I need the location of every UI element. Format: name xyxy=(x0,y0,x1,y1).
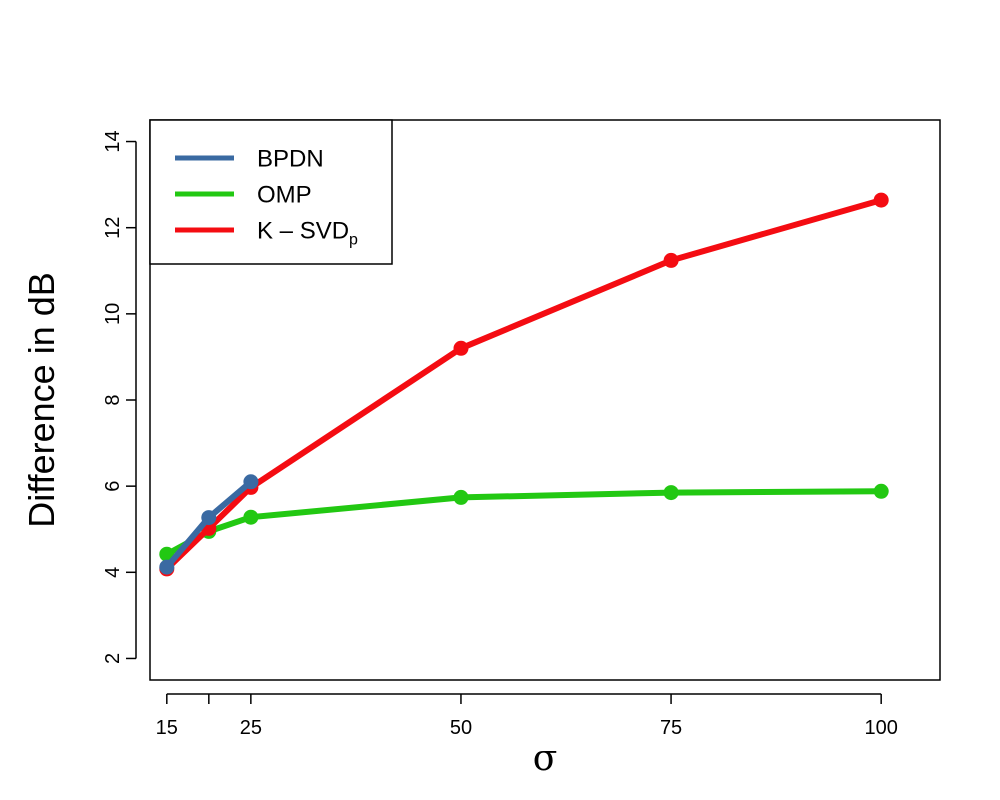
legend-label-omp: OMP xyxy=(257,181,312,208)
legend-label-subscript: p xyxy=(349,231,358,248)
y-tick-label: 10 xyxy=(102,303,124,325)
legend: BPDN OMP K – SVDp xyxy=(149,119,393,265)
series-line-k-svd xyxy=(163,197,885,572)
legend-label-bpdn: BPDN xyxy=(257,145,324,172)
data-point-k-svd xyxy=(873,192,889,208)
y-tick-label: 14 xyxy=(102,130,124,152)
x-axis: 15 25 50 75 100 xyxy=(156,693,898,739)
x-axis-title: σ xyxy=(533,738,558,779)
legend-label-k-svd: K – SVDp xyxy=(257,217,358,248)
series-layer xyxy=(159,192,889,577)
x-tick-label: 50 xyxy=(450,717,472,739)
data-point-k-svd xyxy=(663,252,679,268)
data-point-omp xyxy=(873,483,889,499)
y-tick-label: 2 xyxy=(102,653,124,664)
data-point-bpdn xyxy=(243,474,259,490)
x-tick-label: 100 xyxy=(864,717,897,739)
x-tick-label: 75 xyxy=(660,717,682,739)
y-axis-title: Difference in dB xyxy=(21,272,62,527)
data-point-omp xyxy=(663,485,679,501)
x-tick-label: 25 xyxy=(240,717,262,739)
y-axis: 2 4 6 8 10 12 14 xyxy=(102,130,137,664)
data-point-bpdn xyxy=(201,510,217,526)
y-tick-label: 12 xyxy=(102,217,124,239)
x-tick-label: 15 xyxy=(156,717,178,739)
plot-frame xyxy=(149,119,941,681)
y-tick-label: 8 xyxy=(102,394,124,405)
data-point-bpdn xyxy=(159,559,175,575)
data-point-omp xyxy=(453,489,469,505)
y-tick-label: 4 xyxy=(102,567,124,578)
data-point-omp xyxy=(159,546,175,562)
y-tick-label: 6 xyxy=(102,481,124,492)
data-point-omp xyxy=(243,509,259,525)
data-point-k-svd xyxy=(453,340,469,356)
